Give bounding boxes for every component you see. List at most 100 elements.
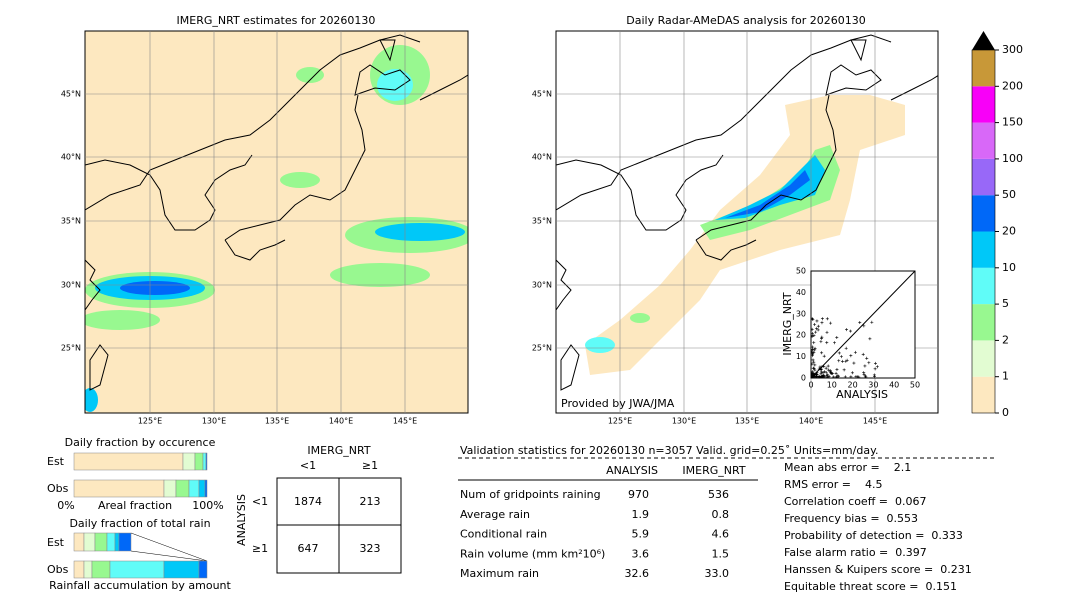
total-rain-bars bbox=[73, 532, 208, 579]
lon-label: 140°E bbox=[799, 417, 823, 426]
point bbox=[813, 346, 817, 350]
point bbox=[834, 371, 838, 375]
point bbox=[822, 354, 826, 358]
axis-label: 0% bbox=[57, 499, 74, 512]
point bbox=[827, 374, 831, 378]
lat-label: 35°N bbox=[532, 217, 552, 226]
point bbox=[862, 373, 866, 377]
lat-label: 25°N bbox=[61, 344, 81, 353]
point bbox=[849, 354, 853, 358]
point bbox=[849, 375, 853, 379]
point bbox=[843, 375, 847, 379]
point bbox=[848, 329, 852, 333]
point bbox=[873, 367, 877, 371]
point bbox=[815, 319, 819, 323]
point bbox=[875, 365, 879, 369]
point bbox=[819, 340, 823, 344]
point bbox=[810, 372, 814, 376]
color-segment bbox=[972, 376, 995, 413]
colorbar-label: 100 bbox=[1002, 152, 1023, 165]
point bbox=[825, 375, 829, 379]
color-segment bbox=[972, 158, 995, 196]
point bbox=[825, 341, 829, 345]
point bbox=[864, 375, 868, 379]
col-label: <1 bbox=[300, 459, 316, 472]
point bbox=[840, 359, 844, 363]
validation-header: Validation statistics for 20260130 n=305… bbox=[460, 444, 879, 457]
x-tick-label: 30 bbox=[868, 381, 878, 390]
point bbox=[873, 361, 877, 365]
point bbox=[823, 370, 827, 374]
point bbox=[810, 345, 814, 349]
point bbox=[826, 364, 830, 368]
point bbox=[820, 370, 824, 374]
point bbox=[812, 334, 816, 338]
lat-label: 40°N bbox=[61, 153, 81, 162]
color-segment bbox=[972, 86, 995, 123]
point bbox=[862, 371, 866, 375]
row-label: Obs bbox=[47, 482, 69, 495]
left-grid: 45°N 40°N 35°N 30°N 25°N 125°E 130°E 135°E 140°E… bbox=[61, 31, 468, 426]
point bbox=[810, 317, 814, 321]
point bbox=[812, 366, 816, 370]
point bbox=[820, 317, 824, 321]
lat-label: 45°N bbox=[532, 90, 552, 99]
point bbox=[825, 317, 829, 321]
lat-label: 45°N bbox=[61, 90, 81, 99]
point bbox=[835, 368, 839, 372]
score: RMS error = 4.5 bbox=[784, 478, 882, 491]
y-tick-label: 10 bbox=[796, 352, 806, 361]
y-axis-label: IMERG_NRT bbox=[781, 292, 794, 355]
point bbox=[813, 323, 817, 327]
colorbar-label: 10 bbox=[1002, 261, 1016, 274]
point bbox=[812, 374, 816, 378]
point bbox=[820, 351, 824, 355]
x-tick-label: 10 bbox=[827, 381, 837, 390]
point bbox=[819, 372, 823, 376]
row-label: Est bbox=[47, 536, 65, 549]
lat-label: 35°N bbox=[61, 217, 81, 226]
diagonal bbox=[810, 270, 916, 379]
color-segment bbox=[972, 122, 995, 159]
point bbox=[830, 372, 834, 376]
credit: Provided by JWA/JMA bbox=[561, 397, 675, 410]
point bbox=[854, 375, 858, 379]
point bbox=[815, 371, 819, 375]
point bbox=[857, 375, 861, 379]
colorbar-label: 150 bbox=[1002, 116, 1023, 129]
color-segment bbox=[972, 195, 995, 232]
lon-label: 125°E bbox=[608, 417, 632, 426]
stat-value: 5.9 bbox=[632, 528, 650, 541]
occurrence-bars bbox=[73, 452, 208, 498]
point bbox=[817, 367, 821, 371]
point bbox=[844, 346, 848, 350]
axis-label: Areal fraction bbox=[98, 499, 172, 512]
point bbox=[867, 361, 871, 365]
colorbar-label: 0 bbox=[1002, 406, 1009, 419]
stat-value: 970 bbox=[628, 488, 649, 501]
point bbox=[813, 363, 817, 367]
color-segment bbox=[972, 340, 995, 377]
axis-label: 100% bbox=[192, 499, 223, 512]
point bbox=[810, 362, 814, 366]
point bbox=[813, 348, 817, 352]
right-grid: 45°N 40°N 35°N 30°N 25°N 125°E 130°E 135°E 140°E… bbox=[532, 31, 938, 426]
point bbox=[820, 375, 824, 379]
x-tick-label: 0 bbox=[808, 381, 813, 390]
point bbox=[824, 371, 828, 375]
point bbox=[812, 360, 816, 364]
point bbox=[810, 327, 814, 331]
panel-title: Daily fraction by occurence bbox=[65, 436, 216, 449]
point bbox=[852, 361, 856, 365]
stat-value: 1.9 bbox=[632, 508, 650, 521]
score: False alarm ratio = 0.397 bbox=[784, 546, 927, 559]
panel-title: Daily fraction of total rain bbox=[69, 517, 210, 530]
map-title: IMERG_NRT estimates for 20260130 bbox=[177, 14, 376, 27]
y-tick-label: 30 bbox=[796, 309, 806, 318]
validation-rows: Num of gridpoints raining 970 536 Average r… bbox=[460, 488, 729, 580]
stat-value: 0.8 bbox=[712, 508, 730, 521]
stat-value: 4.6 bbox=[712, 528, 730, 541]
left-map bbox=[85, 31, 468, 413]
lat-label: 30°N bbox=[61, 281, 81, 290]
point bbox=[824, 366, 828, 370]
